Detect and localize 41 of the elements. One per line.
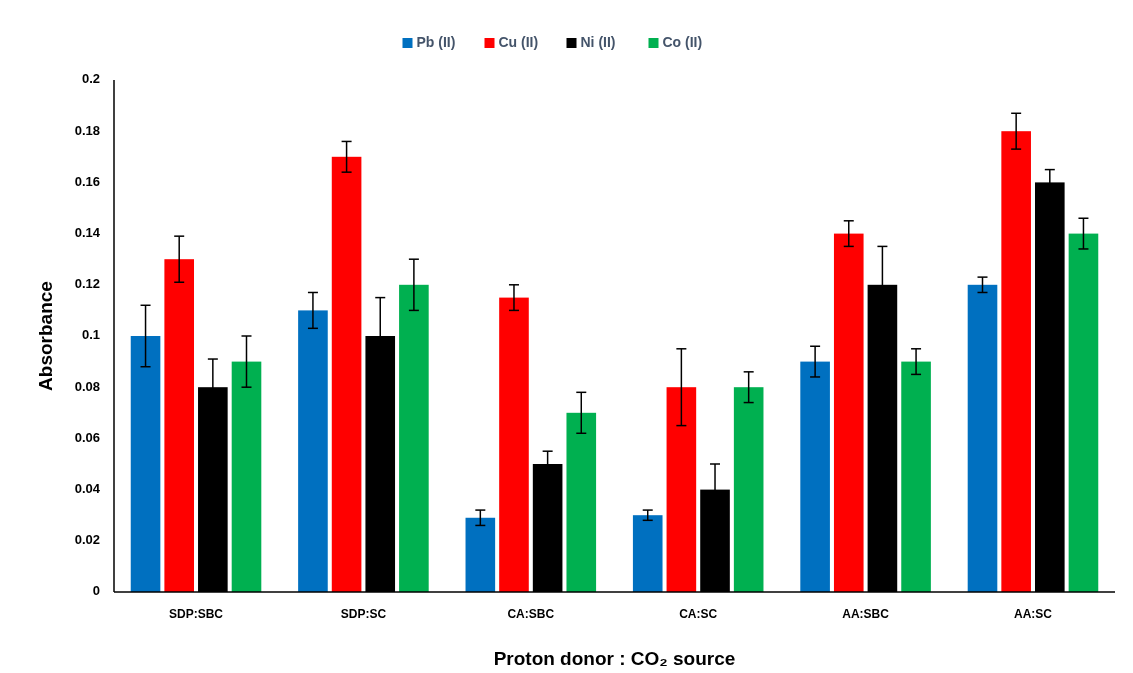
bar <box>967 284 998 592</box>
bar <box>1068 233 1099 592</box>
bar <box>566 412 597 592</box>
y-tick-label: 0.18 <box>74 122 100 138</box>
x-tick-label: CA:SBC <box>507 607 555 621</box>
legend-label: Cu (II) <box>498 33 539 50</box>
y-tick-label: 0.14 <box>74 225 101 241</box>
y-tick-label: 0.08 <box>74 378 100 394</box>
bar <box>632 515 663 592</box>
x-axis-title: Proton donor : CO₂ source <box>493 648 736 669</box>
y-tick-label: 0.16 <box>74 173 100 189</box>
bar <box>666 387 697 592</box>
bar <box>331 156 362 592</box>
y-tick-label: 0.2 <box>81 71 100 87</box>
x-tick-label: SDP:SC <box>340 607 387 621</box>
bar <box>901 361 931 592</box>
y-tick-label: 0.06 <box>74 429 100 445</box>
legend-label: Pb (II) <box>416 33 456 50</box>
bar <box>399 284 429 592</box>
x-tick-label: AA:SC <box>1013 607 1053 621</box>
y-tick-label: 0 <box>92 583 100 599</box>
y-tick-label: 0.04 <box>74 481 101 497</box>
legend-label: Co (II) <box>662 33 703 50</box>
bar <box>833 233 864 592</box>
bar <box>298 310 328 592</box>
bar <box>465 517 496 592</box>
y-tick-label: 0.12 <box>74 276 100 292</box>
bar <box>800 361 830 592</box>
bar <box>499 297 529 592</box>
bar <box>733 387 764 592</box>
x-tick-label: AA:SBC <box>842 607 890 621</box>
y-tick-label: 0.1 <box>81 327 100 343</box>
y-tick-label: 0.02 <box>74 532 100 548</box>
bar <box>164 259 194 592</box>
legend-label: Ni (II) <box>580 33 616 50</box>
bar <box>1001 131 1031 592</box>
bar <box>130 336 161 592</box>
y-axis-title: Absorbance <box>35 281 56 391</box>
x-tick-label: SDP:SBC <box>169 607 224 621</box>
bar <box>231 361 262 592</box>
x-tick-label: CA:SC <box>679 607 718 621</box>
